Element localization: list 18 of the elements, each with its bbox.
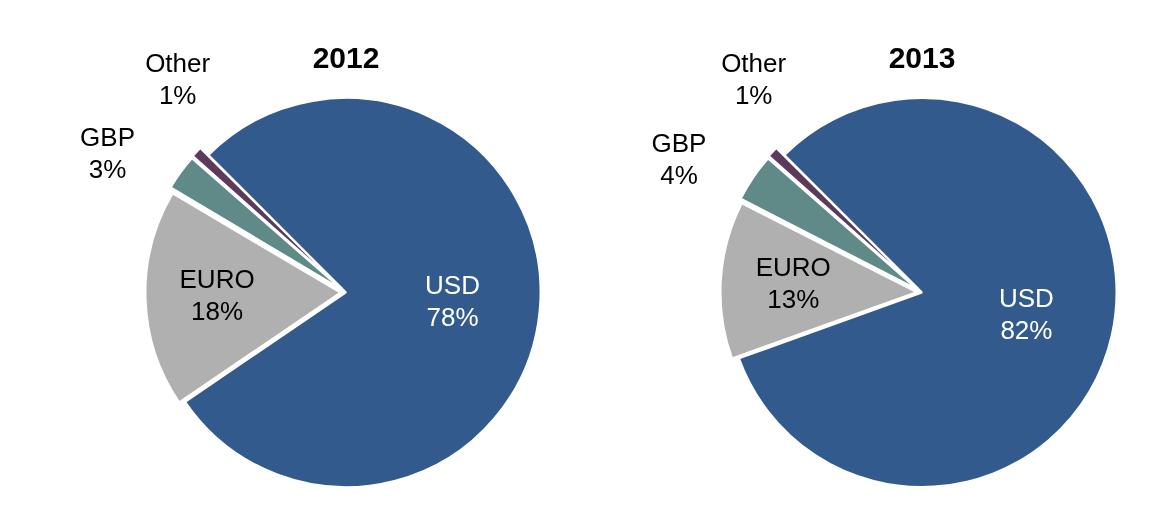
data-label: 78% — [426, 301, 479, 332]
slice-label: EURO — [755, 251, 831, 282]
slice-label: USD — [425, 269, 480, 300]
data-label: 18% — [191, 295, 244, 326]
slice-label: GBP — [651, 128, 707, 159]
slice-label: Other — [145, 47, 211, 78]
data-label: 1% — [158, 79, 197, 110]
data-label: 1% — [734, 79, 773, 110]
data-label: 4% — [660, 160, 698, 191]
chart-title: 2013 — [888, 41, 956, 75]
slice-label: EURO — [179, 263, 255, 294]
data-label: 3% — [88, 153, 127, 184]
data-label: 82% — [1000, 315, 1053, 346]
data-label: 13% — [767, 283, 820, 314]
chart-title: 2012 — [312, 41, 380, 75]
slice-label: Other — [721, 47, 787, 78]
slice-label: USD — [998, 283, 1054, 314]
slice-label: GBP — [80, 121, 135, 152]
